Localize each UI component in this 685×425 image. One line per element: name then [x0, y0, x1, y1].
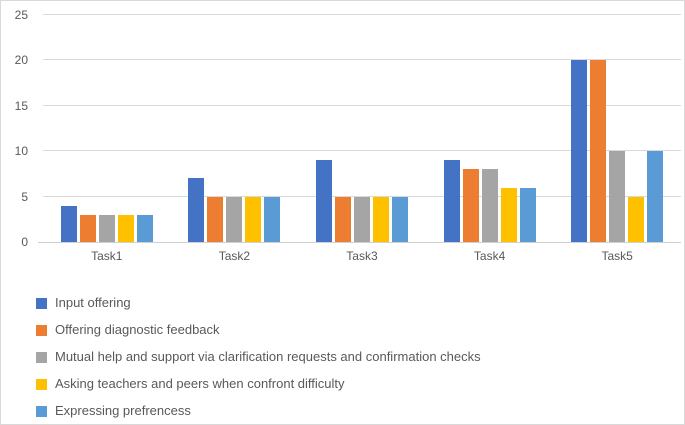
bar-task4-offering-diagnostic [462, 169, 479, 242]
bar-task5-asking-teachers [628, 196, 645, 242]
legend-item: Mutual help and support via clarificatio… [36, 349, 481, 365]
bar-task2-asking-teachers [245, 196, 262, 242]
legend-label: Input offering [55, 295, 131, 310]
y-tick-label-0: 0 [21, 235, 28, 249]
x-axis-label-task5: Task5 [601, 249, 633, 263]
legend-item: Offering diagnostic feedback [36, 322, 481, 338]
bar-task4-input-offering [443, 160, 460, 242]
legend-swatch-icon [36, 405, 47, 417]
legend-item: Asking teachers and peers when confront … [36, 376, 481, 392]
bar-task5-mutual-help [609, 151, 626, 242]
x-axis-label-task1: Task1 [91, 249, 123, 263]
x-axis-label-task4: Task4 [473, 249, 506, 263]
bar-group-task5 [553, 15, 681, 242]
legend-swatch-icon [36, 378, 47, 390]
bar-task1-offering-diagnostic [79, 214, 96, 242]
bar-task5-input-offering [571, 60, 588, 242]
x-axis: Task1 Task2 Task3 Task4 Task5 [43, 249, 681, 263]
gridline-5 [43, 195, 681, 197]
bar-group-task2 [171, 15, 299, 242]
bar-task5-offering-diagnostic [590, 60, 607, 242]
x-axis-line [38, 242, 681, 243]
bar-task2-expressing-prefrencess [264, 196, 281, 242]
legend-label: Offering diagnostic feedback [55, 322, 220, 337]
bar-task2-input-offering [188, 178, 205, 242]
bar-task1-input-offering [60, 205, 77, 242]
y-tick-label-5: 5 [21, 189, 28, 204]
bar-group-task1 [43, 15, 171, 242]
y-tick-label-25: 25 [14, 8, 28, 22]
gridline-25 [43, 14, 681, 15]
legend-label: Asking teachers and peers when confront … [55, 376, 345, 391]
bar-group-task4 [426, 15, 554, 242]
bar-task1-expressing-prefrencess [136, 214, 153, 242]
gridline-15 [43, 104, 681, 106]
x-axis-label-task3: Task3 [346, 249, 378, 263]
bar-task5-expressing-prefrencess [647, 151, 664, 242]
bar-task3-offering-diagnostic [334, 196, 351, 242]
bar-task3-expressing-prefrencess [391, 196, 408, 242]
legend: Input offering Offering diagnostic feedba… [36, 295, 481, 419]
bar-task2-mutual-help [226, 196, 243, 242]
legend-swatch-icon [36, 351, 47, 363]
bar-task1-asking-teachers [117, 214, 134, 242]
gridline-10 [43, 150, 681, 152]
legend-label: Mutual help and support via clarificatio… [55, 349, 481, 364]
bar-task4-expressing-prefrencess [519, 187, 536, 242]
bar-task3-input-offering [315, 160, 332, 242]
bar-task4-mutual-help [481, 169, 498, 242]
legend-swatch-icon [36, 324, 47, 336]
gridline-20 [43, 59, 681, 61]
bar-groups [43, 15, 681, 242]
bar-task1-mutual-help [98, 214, 115, 242]
bar-group-task3 [298, 15, 426, 242]
bar-task4-asking-teachers [500, 187, 517, 242]
y-tick-label-20: 20 [14, 53, 28, 68]
legend-item: Input offering [36, 295, 481, 311]
bar-task3-asking-teachers [372, 196, 389, 242]
legend-label: Expressing prefrencess [55, 403, 191, 418]
legend-swatch-icon [36, 297, 47, 309]
plot-area [38, 14, 681, 243]
y-tick-label-15: 15 [14, 98, 28, 113]
bar-task3-mutual-help [353, 196, 370, 242]
legend-item: Expressing prefrencess [36, 403, 481, 419]
x-axis-label-task2: Task2 [218, 249, 251, 263]
y-axis: 0 5 10 15 20 25 [1, 9, 31, 248]
y-tick-label-10: 10 [14, 144, 28, 159]
bar-task2-offering-diagnostic [207, 196, 224, 242]
